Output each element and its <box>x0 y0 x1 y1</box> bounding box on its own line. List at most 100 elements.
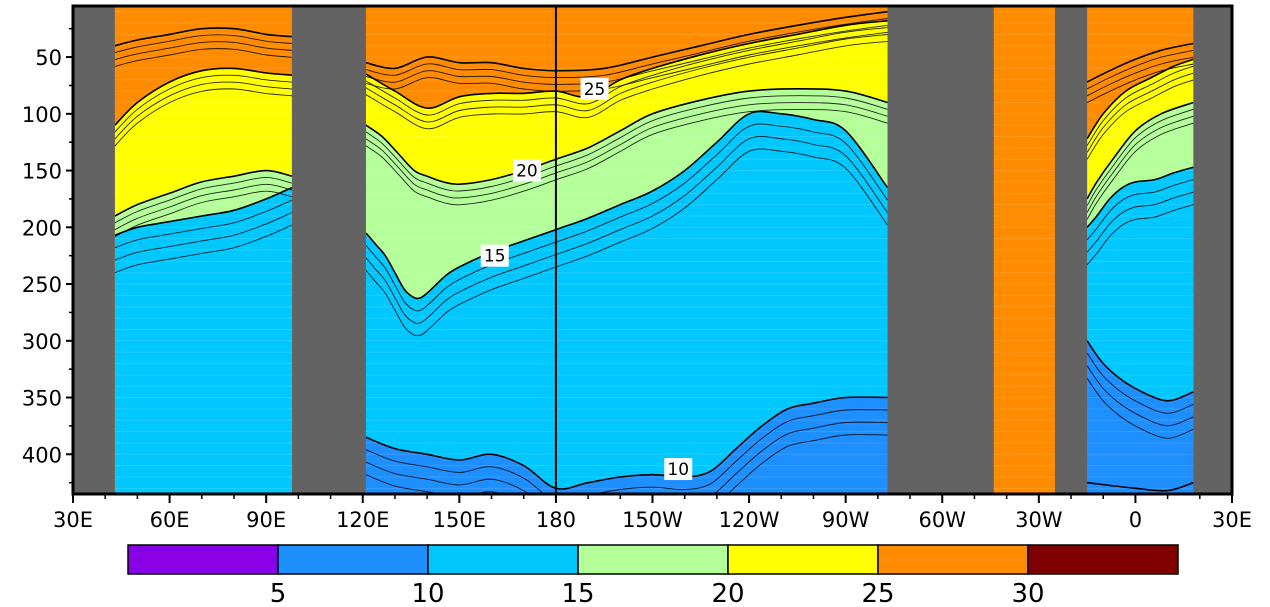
isotherm-line-minor <box>365 123 888 312</box>
isotherm-line-minor <box>1086 365 1194 427</box>
isotherm-line-minor <box>365 31 888 92</box>
isotherm-line-10 <box>365 396 888 490</box>
y-tick-label: 250 <box>22 273 62 297</box>
isotherm-line-minor <box>365 27 888 116</box>
isotherm-contour-layer <box>114 10 1194 494</box>
colorbar-swatch <box>577 544 729 575</box>
isotherm-line-25 <box>1086 58 1194 140</box>
land-mask <box>73 6 115 494</box>
isotherm-line-20 <box>114 169 293 217</box>
isotherm-line-minor <box>114 34 292 54</box>
x-tick-label: 60E <box>150 508 190 532</box>
isotherm-line-15 <box>1086 166 1194 228</box>
isotherm-line-8 <box>1087 481 1194 492</box>
isotherm-line-minor <box>365 34 888 123</box>
isotherm-line-minor <box>365 148 888 337</box>
depth-grid-lines <box>73 11 1232 489</box>
contour-label-bg <box>664 458 693 481</box>
x-tick-label: 150E <box>433 508 486 532</box>
isotherm-line-minor <box>1086 63 1194 104</box>
isotherm-line-minor <box>1086 108 1194 207</box>
colorbar-swatch <box>1027 544 1179 575</box>
isotherm-line-minor <box>114 41 292 60</box>
y-tick-label: 400 <box>22 443 62 467</box>
contour-label: 15 <box>480 244 509 267</box>
isotherm-line-28 <box>365 10 888 72</box>
isotherm-line-minor <box>365 409 888 494</box>
x-tick-label: 30E <box>53 508 93 532</box>
x-tick-label: 180 <box>536 508 576 532</box>
isotherm-line-minor <box>1086 191 1194 253</box>
isotherm-fill-10 <box>1087 340 1194 494</box>
colorbar-swatch <box>127 544 279 575</box>
land-mask <box>291 6 366 494</box>
isotherm-line-minor <box>365 40 888 130</box>
contour-label-text: 20 <box>516 162 538 182</box>
x-tick-label: 120W <box>719 508 780 532</box>
y-tick-label: 350 <box>22 387 62 411</box>
isotherm-line-minor <box>114 183 293 231</box>
colorbar-swatch <box>877 544 1029 575</box>
isotherm-fill-15 <box>366 111 888 494</box>
isotherm-line-15 <box>365 110 889 300</box>
isotherm-line-minor <box>114 48 292 67</box>
x-tick-label: 90W <box>822 508 870 532</box>
contour-label-text: 10 <box>667 460 689 480</box>
isotherm-line-minor <box>1086 204 1194 266</box>
contour-label-layer: 25 20 15 10 <box>480 77 693 481</box>
y-tick-label: 50 <box>35 46 62 70</box>
isotherm-fill-10 <box>366 397 888 494</box>
land-mask <box>1193 6 1232 494</box>
isotherm-line-minor <box>1086 56 1194 97</box>
colorbar-label: 15 <box>561 579 594 607</box>
contour-label: 10 <box>664 458 693 481</box>
isotherm-line-10 <box>1086 340 1194 402</box>
colorbar-swatch <box>277 544 429 575</box>
x-tick-label: 150W <box>622 508 683 532</box>
isotherm-line-28 <box>1086 42 1194 83</box>
colorbar-label: 25 <box>861 579 894 607</box>
colorbar-label: 30 <box>1011 579 1044 607</box>
isotherm-line-minor <box>1086 122 1194 220</box>
isotherm-line-minor <box>365 136 888 324</box>
isotherm-line-minor <box>365 434 888 494</box>
isotherm-line-minor <box>114 74 292 133</box>
isotherm-line-minor <box>1086 353 1194 414</box>
colorbar-label: 5 <box>270 579 287 607</box>
x-axis-ticks: 30E 60E 90E 120E 150E 180 150W 120W 90W 60W 30W 0 30… <box>53 494 1252 532</box>
isotherm-line-minor <box>365 421 888 494</box>
isotherm-line-minor <box>1086 115 1194 213</box>
isotherm-line-minor <box>114 212 293 261</box>
land-mask <box>887 6 994 494</box>
isotherm-line-minor <box>1086 49 1194 90</box>
x-tick-label: 30E <box>1212 508 1252 532</box>
x-tick-label: 60W <box>919 508 967 532</box>
isotherm-line-minor <box>114 224 293 274</box>
y-tick-label: 100 <box>22 103 62 127</box>
y-tick-label: 200 <box>22 216 62 240</box>
isotherm-line-minor <box>1086 72 1194 153</box>
isotherm-line-minor <box>114 176 292 224</box>
land-mask-layer <box>73 6 1232 494</box>
isotherm-line-minor <box>365 18 888 79</box>
colorbar-label: 20 <box>711 579 744 607</box>
isotherm-line-minor <box>1086 377 1194 439</box>
temperature-fill-layer <box>73 6 1232 494</box>
y-axis-ticks: 50 100 150 200 250 300 350 400 <box>22 27 73 484</box>
isotherm-line-minor <box>114 88 292 147</box>
isotherm-line-minor <box>114 81 292 140</box>
land-mask <box>1054 6 1088 494</box>
isotherm-line-28 <box>114 27 292 47</box>
colorbar-label: 10 <box>411 579 444 607</box>
x-tick-label: 120E <box>336 508 389 532</box>
contour-label-bg <box>512 159 541 182</box>
x-tick-label: 30W <box>1015 508 1063 532</box>
colorbar-swatch <box>427 544 579 575</box>
colorbar: 5 10 15 20 25 30 <box>127 544 1179 607</box>
isotherm-line-minor <box>1086 65 1194 146</box>
isotherm-line-25 <box>114 67 292 126</box>
isotherm-line-15 <box>114 186 293 236</box>
y-tick-label: 150 <box>22 160 62 184</box>
contour-label-text: 15 <box>484 247 506 267</box>
